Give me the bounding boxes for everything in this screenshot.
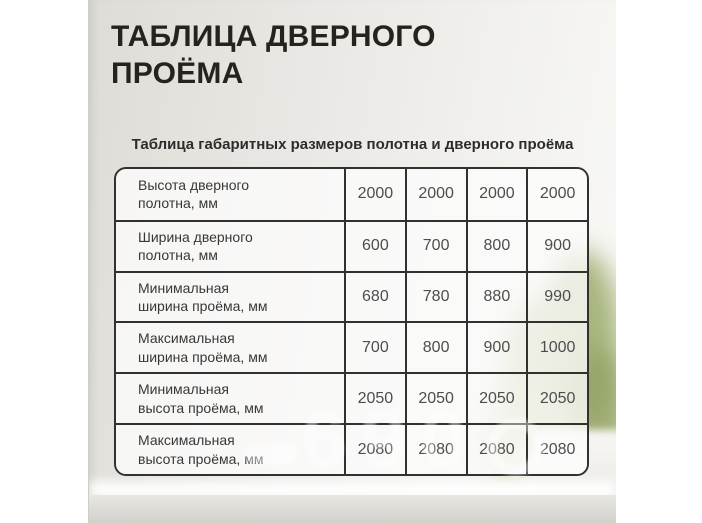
cell-value: 2000 [526, 169, 587, 220]
cell-value: 880 [465, 272, 527, 322]
cell-value: 2080 [404, 425, 466, 474]
cell-value: 800 [465, 221, 527, 271]
cell-value: 990 [526, 272, 587, 322]
cell-value: 2050 [465, 374, 527, 424]
cell-value: 600 [344, 221, 405, 271]
dimensions-table: Высота дверного полотна, мм 2000 2000 20… [114, 167, 589, 476]
table-subtitle: Таблица габаритных размеров полотна и дв… [131, 136, 574, 153]
cell-value: 2050 [344, 374, 405, 424]
cell-value: 2050 [526, 374, 587, 424]
row-label: Максимальная ширина проёма, мм [116, 323, 344, 373]
table-row: Высота дверного полотна, мм 2000 2000 20… [116, 169, 587, 220]
cell-value: 2080 [344, 425, 405, 474]
cell-value: 800 [404, 323, 466, 373]
table-row: Максимальная высота проёма, мм 2080 2080… [116, 423, 587, 474]
cell-value: 700 [404, 221, 466, 271]
cell-value: 900 [526, 221, 587, 271]
row-label: Минимальная ширина проёма, мм [116, 272, 344, 322]
row-label: Высота дверного полотна, мм [116, 169, 344, 220]
row-label: Максимальная высота проёма, мм [116, 425, 344, 474]
photo-background: ТАБЛИЦА ДВЕРНОГО ПРОЁМА Таблица габаритн… [88, 0, 616, 523]
row-label: Ширина дверного полотна, мм [116, 221, 344, 271]
table-row: Минимальная высота проёма, мм 2050 2050 … [116, 372, 587, 424]
windowsill-highlight [89, 481, 616, 499]
cell-value: 2080 [526, 425, 587, 474]
cell-value: 2000 [465, 169, 527, 220]
table-row: Минимальная ширина проёма, мм 680 780 88… [116, 270, 587, 322]
table-row: Максимальная ширина проёма, мм 700 800 9… [116, 321, 587, 373]
windowsill [89, 495, 616, 523]
cell-value: 2000 [404, 169, 466, 220]
cell-value: 900 [465, 323, 527, 373]
cell-value: 1000 [526, 323, 587, 373]
cell-value: 2000 [344, 169, 405, 220]
cell-value: 2080 [465, 425, 527, 474]
row-label: Минимальная высота проёма, мм [116, 374, 344, 424]
table-row: Ширина дверного полотна, мм 600 700 800 … [116, 219, 587, 271]
cell-value: 680 [344, 272, 405, 322]
cell-value: 700 [344, 323, 405, 373]
page-title: ТАБЛИЦА ДВЕРНОГО ПРОЁМА [111, 20, 436, 90]
cell-value: 780 [404, 272, 466, 322]
cell-value: 2050 [404, 374, 466, 424]
